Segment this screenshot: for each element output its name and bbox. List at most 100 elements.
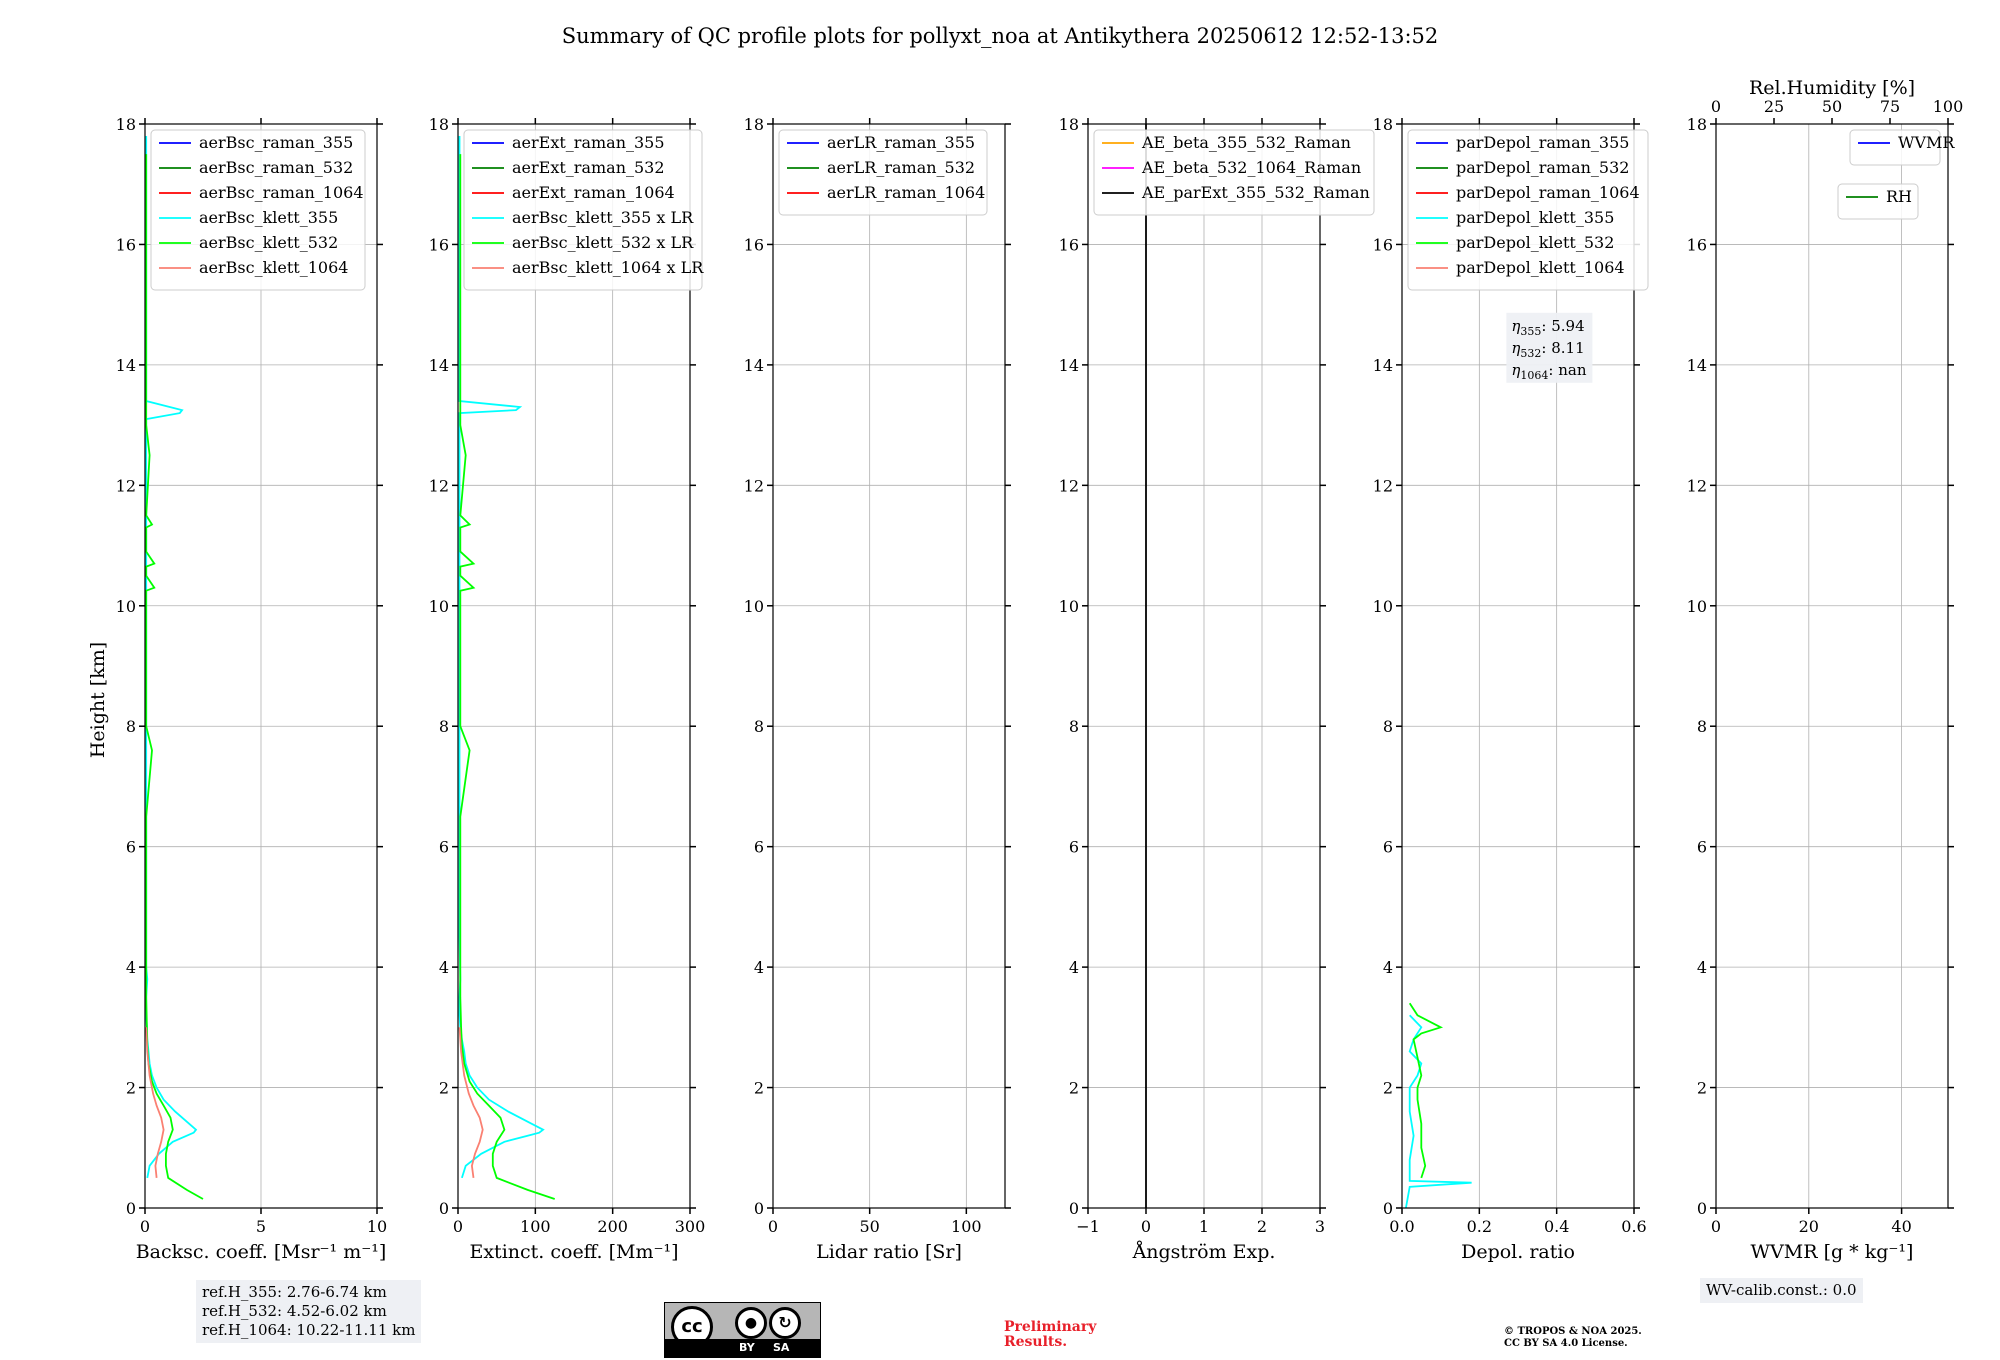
legend-label: parDepol_raman_355 — [1456, 133, 1629, 152]
legend-label: aerExt_raman_355 — [512, 133, 665, 152]
legend-label: aerBsc_klett_532 x LR — [512, 233, 694, 252]
y-tick-label: 2 — [126, 1079, 136, 1098]
legend-label: parDepol_klett_532 — [1456, 233, 1614, 252]
legend-label: parDepol_klett_1064 — [1456, 258, 1625, 277]
y-tick-label: 10 — [1687, 597, 1707, 616]
y-tick-label: 10 — [116, 597, 136, 616]
y-tick-label: 2 — [439, 1079, 449, 1098]
y-tick-label: 10 — [1373, 597, 1393, 616]
y-axis-label: Height [km] — [87, 642, 109, 758]
y-tick-label: 8 — [126, 717, 136, 736]
series-line — [145, 1027, 165, 1178]
cc-license-logo: cc ● ↻ BY SA — [664, 1302, 821, 1358]
x-tick-label: 0.4 — [1544, 1217, 1569, 1236]
x-tick-label: 0 — [453, 1217, 463, 1236]
x-tick-label: 3 — [1315, 1217, 1325, 1236]
x-tick-label: 0.6 — [1621, 1217, 1646, 1236]
legend-label: aerBsc_klett_532 — [199, 233, 338, 252]
y-tick-label: 0 — [439, 1199, 449, 1218]
y-tick-label: 14 — [1059, 356, 1079, 375]
y-tick-label: 8 — [754, 717, 764, 736]
legend-box — [1849, 129, 1941, 166]
legend-label: parDepol_raman_1064 — [1456, 183, 1640, 202]
axes-frame — [772, 123, 1006, 1209]
wv-calib-text: WV-calib.const.: 0.0 — [1706, 1281, 1857, 1299]
ref-height-box: ref.H_355: 2.76-6.74 km ref.H_532: 4.52-… — [196, 1280, 422, 1343]
y-tick-label: 0 — [126, 1199, 136, 1218]
panel-2: 0 2 4 6 8 10 12 14 16 18 0 100 200 300 Extinct. coeff.… — [429, 115, 706, 1263]
y-tick-label: 16 — [1059, 235, 1079, 254]
x2-tick-label: 25 — [1764, 97, 1784, 116]
y-tick-label: 8 — [439, 717, 449, 736]
y-tick-label: 6 — [439, 838, 449, 857]
axes-frame — [1715, 123, 1949, 1209]
x-tick-label: 0 — [768, 1217, 778, 1236]
y-tick-label: 4 — [754, 958, 764, 977]
series-line — [145, 154, 204, 1200]
series-line — [1405, 1014, 1472, 1209]
cc-sa-label: SA — [773, 1341, 790, 1354]
y-tick-label: 16 — [744, 235, 764, 254]
x-tick-label: 20 — [1799, 1217, 1819, 1236]
legend-label: WVMR — [1898, 133, 1955, 152]
legend-label: aerBsc_raman_532 — [199, 158, 353, 177]
y-tick-label: 4 — [1069, 958, 1079, 977]
legend-label: aerBsc_klett_355 — [199, 208, 338, 227]
legend-label: aerExt_raman_1064 — [512, 183, 675, 202]
cc-logo-labels: BY SA — [665, 1339, 820, 1357]
y-tick-label: 6 — [1697, 838, 1707, 857]
eta-annotation-line: η1064: nan — [1511, 361, 1586, 382]
x2-tick-label: 75 — [1880, 97, 1900, 116]
y-tick-label: 18 — [429, 115, 449, 134]
legend-label: AE_parExt_355_532_Raman — [1141, 183, 1370, 202]
x-tick-label: −1 — [1076, 1217, 1100, 1236]
x2-tick-label: 100 — [1933, 97, 1964, 116]
legend-label: aerBsc_klett_1064 x LR — [512, 258, 704, 277]
y-tick-label: 8 — [1383, 717, 1393, 736]
ref-height-532: ref.H_532: 4.52-6.02 km — [202, 1302, 387, 1320]
series-line — [459, 154, 555, 1200]
x2-axis-label: Rel.Humidity [%] — [1749, 77, 1915, 99]
legend-box — [463, 129, 703, 291]
eta-annotation-line: η532: 8.11 — [1511, 339, 1584, 360]
y-tick-label: 14 — [1687, 356, 1707, 375]
x-tick-label: 0 — [1711, 1217, 1721, 1236]
y-tick-label: 8 — [1069, 717, 1079, 736]
y-tick-label: 2 — [1697, 1079, 1707, 1098]
y-tick-label: 6 — [754, 838, 764, 857]
x-axis-label: Backsc. coeff. [Msr⁻¹ m⁻¹] — [136, 1241, 387, 1263]
panel-3: 0 2 4 6 8 10 12 14 16 18 0 50 100 Lidar ratio [Sr] aer… — [744, 115, 1011, 1263]
copyright-line-2: CC BY SA 4.0 License. — [1504, 1338, 1628, 1349]
y-tick-label: 16 — [116, 235, 136, 254]
y-tick-label: 16 — [1687, 235, 1707, 254]
y-tick-label: 12 — [1687, 476, 1707, 495]
series-line — [458, 136, 545, 1179]
x-tick-label: 0 — [1141, 1217, 1151, 1236]
preliminary-line-1: Preliminary — [1004, 1319, 1097, 1335]
y-tick-label: 18 — [1059, 115, 1079, 134]
y-tick-label: 4 — [1697, 958, 1707, 977]
y-tick-label: 10 — [744, 597, 764, 616]
legend-label: aerBsc_klett_1064 — [199, 258, 348, 277]
x-tick-label: 1 — [1199, 1217, 1209, 1236]
x-tick-label: 40 — [1891, 1217, 1911, 1236]
x-tick-label: 0 — [140, 1217, 150, 1236]
x-tick-label: 200 — [597, 1217, 628, 1236]
legend2-label: RH — [1886, 187, 1912, 206]
y-tick-label: 6 — [1383, 838, 1393, 857]
y-tick-label: 14 — [429, 356, 449, 375]
y-tick-label: 18 — [1687, 115, 1707, 134]
copyright-line-1: © TROPOS & NOA 2025. — [1504, 1326, 1642, 1337]
legend-box — [1407, 129, 1649, 291]
x-axis-label: Depol. ratio — [1461, 1241, 1575, 1263]
y-tick-label: 10 — [429, 597, 449, 616]
y-tick-label: 12 — [429, 476, 449, 495]
y-tick-label: 2 — [1069, 1079, 1079, 1098]
x2-tick-label: 50 — [1822, 97, 1842, 116]
y-tick-label: 2 — [1383, 1079, 1393, 1098]
y-tick-label: 14 — [744, 356, 764, 375]
y-tick-label: 18 — [116, 115, 136, 134]
